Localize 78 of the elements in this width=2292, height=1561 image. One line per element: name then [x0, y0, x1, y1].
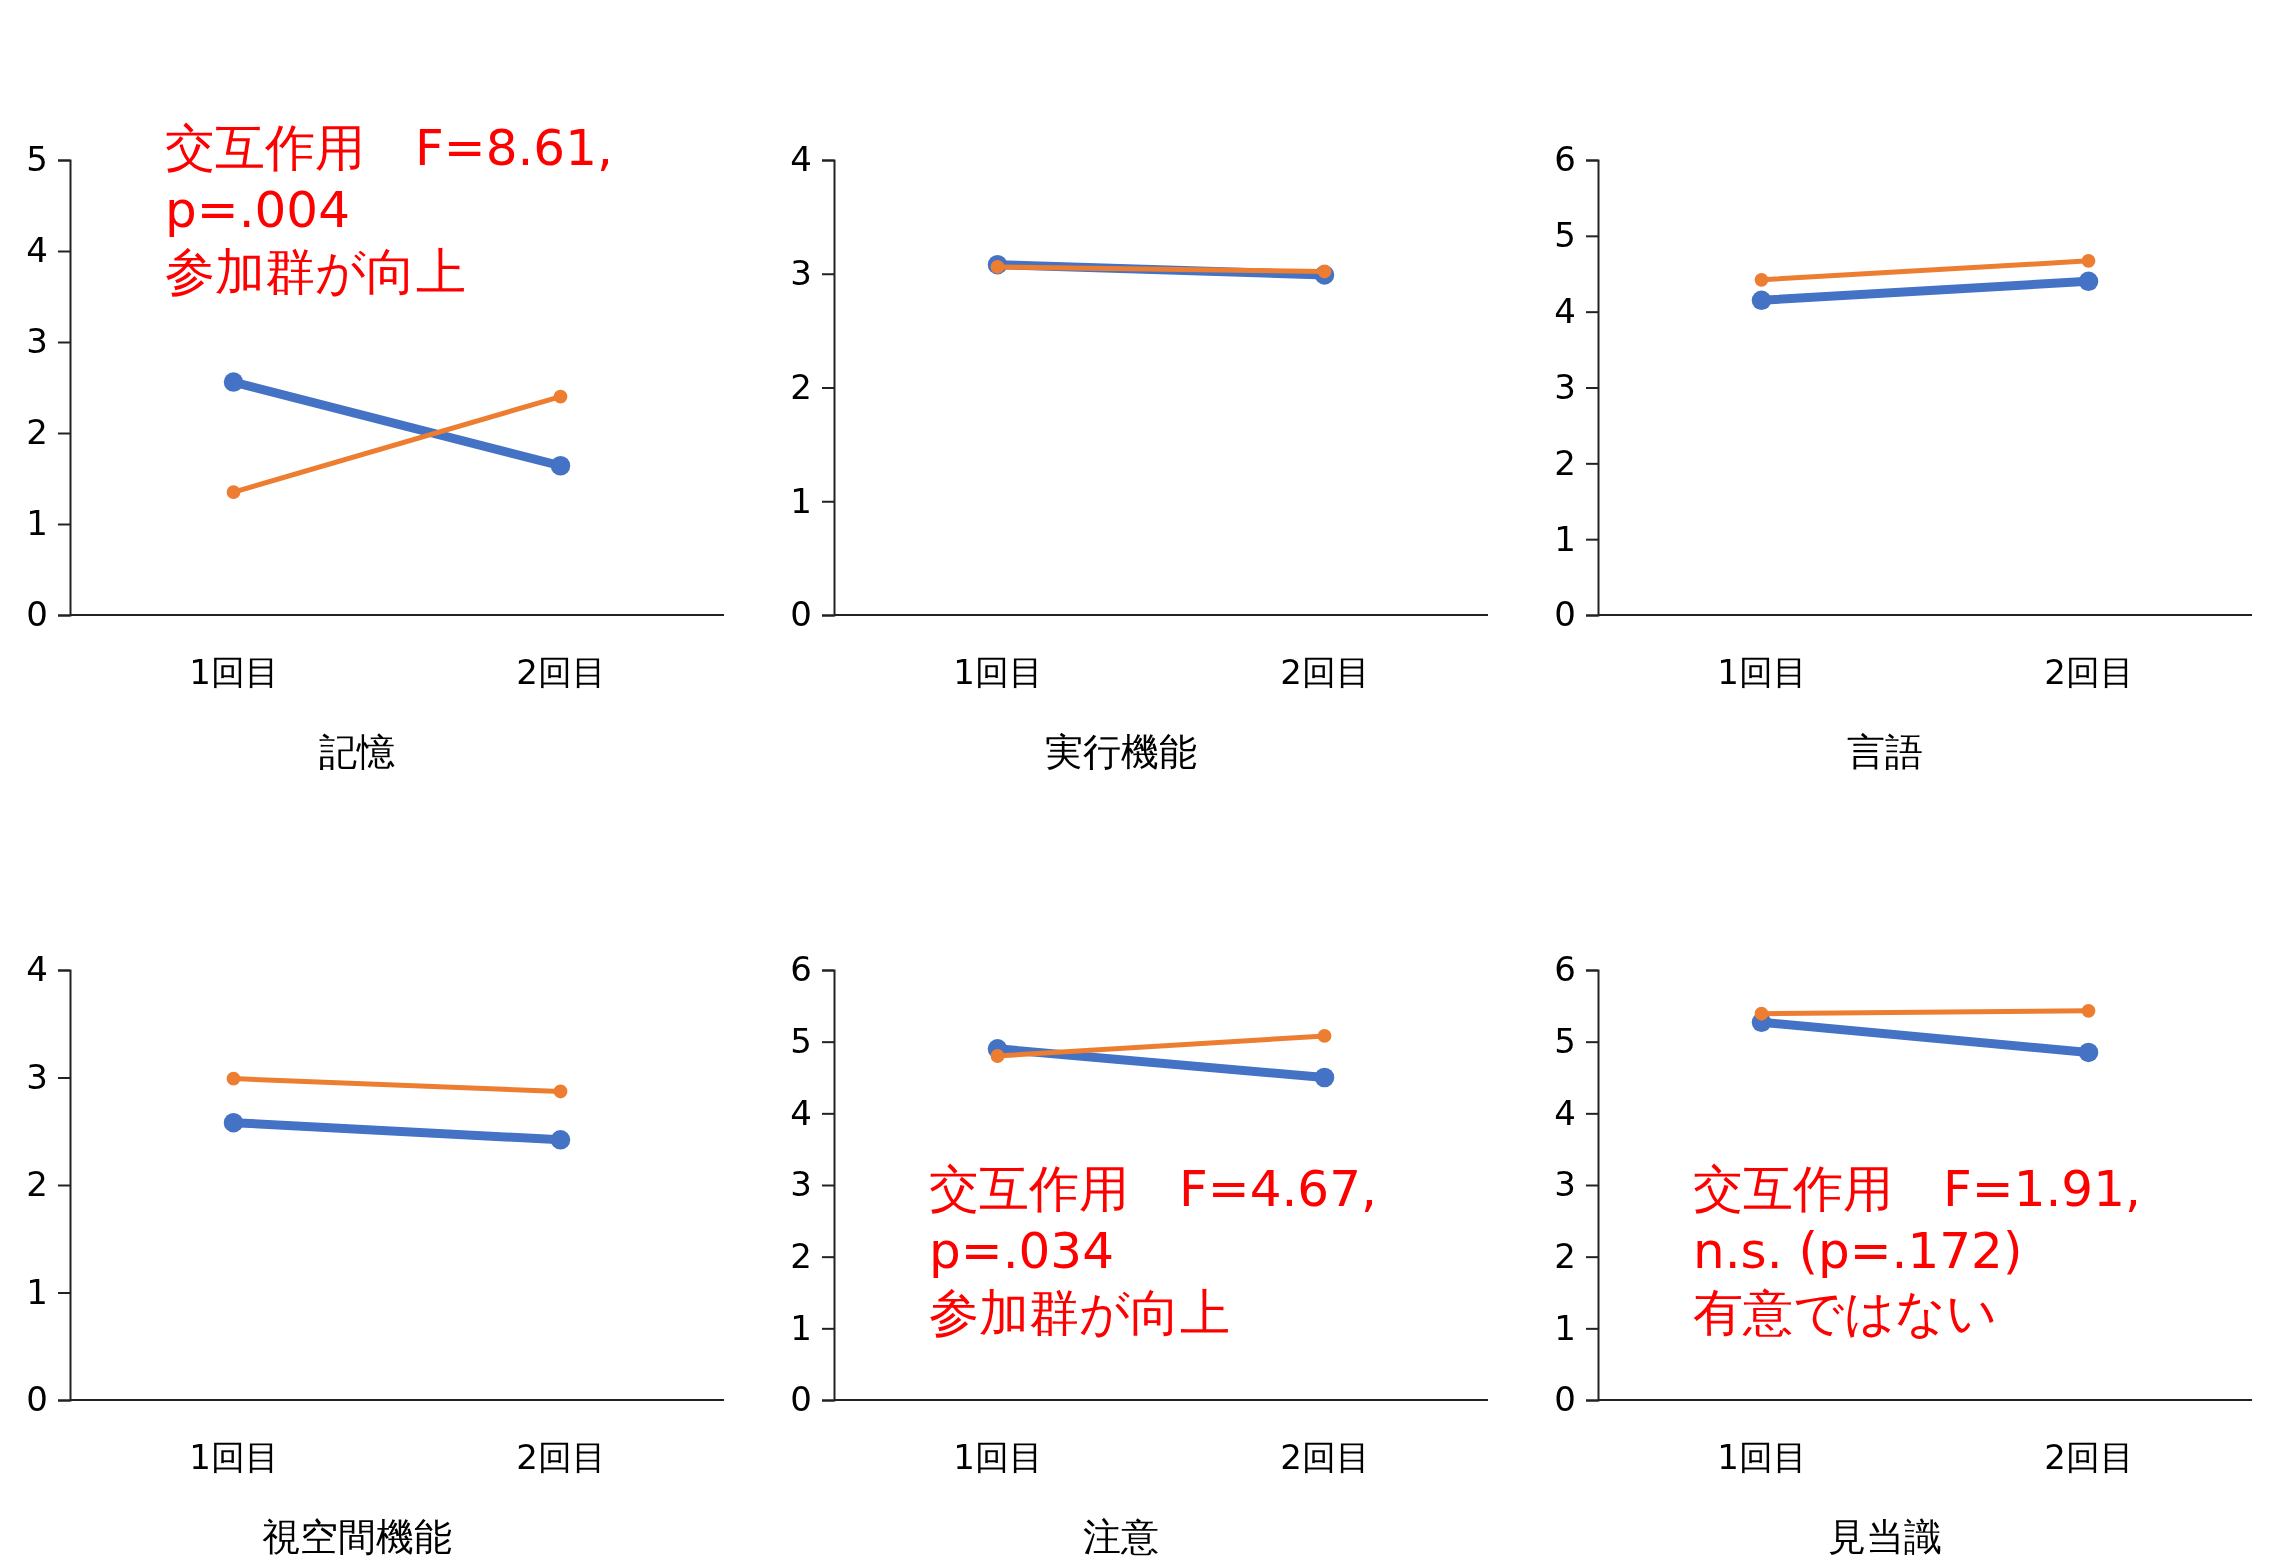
point — [990, 1049, 1005, 1063]
point — [226, 485, 241, 500]
y-tick-label: 0 — [1554, 1379, 1576, 1420]
y-tick-label: 6 — [1554, 139, 1576, 180]
y-tick-label: 2 — [790, 1236, 812, 1277]
point — [550, 456, 571, 476]
x-tick-label: 2回目 — [1280, 652, 1370, 693]
y-tick-label: 2 — [1554, 442, 1576, 483]
annotation: 交互作用 F=8.61, — [165, 119, 613, 177]
x-tick-label: 2回目 — [1280, 1437, 1370, 1478]
x-axis-title: 記憶 — [319, 730, 395, 774]
y-tick-label: 0 — [790, 1379, 812, 1420]
annotation: p=.004 — [165, 181, 350, 239]
point — [2078, 1042, 2099, 1063]
y-tick-label: 3 — [1554, 1164, 1576, 1205]
point — [223, 1112, 244, 1133]
y-tick-label: 5 — [1554, 215, 1576, 256]
y-tick-label: 3 — [1554, 366, 1576, 407]
y-tick-label: 1 — [1554, 518, 1576, 559]
y-tick-label: 0 — [26, 1379, 48, 1420]
x-tick-label: 1回目 — [1717, 652, 1807, 693]
annotation: n.s. (p=.172) — [1693, 1222, 2023, 1280]
y-tick-label: 3 — [790, 1164, 812, 1205]
y-tick-label: 3 — [26, 1056, 48, 1097]
point — [223, 372, 244, 392]
y-tick-label: 5 — [790, 1021, 812, 1062]
y-tick-label: 2 — [1554, 1236, 1576, 1277]
annotation: p=.034 — [929, 1222, 1114, 1280]
x-axis-title: 注意 — [1083, 1515, 1159, 1559]
x-tick-label: 1回目 — [189, 1437, 279, 1478]
x-tick-label: 2回目 — [516, 1437, 606, 1478]
y-tick-label: 4 — [1554, 1092, 1576, 1133]
y-tick-label: 4 — [790, 1092, 812, 1133]
point — [553, 389, 568, 404]
x-tick-label: 2回目 — [516, 652, 606, 693]
point — [2081, 1003, 2096, 1018]
point — [550, 1130, 571, 1150]
annotation: 交互作用 F=4.67, — [929, 1160, 1377, 1218]
annotation: 交互作用 F=1.91, — [1693, 1160, 2141, 1218]
x-tick-label: 1回目 — [1717, 1437, 1807, 1478]
x-tick-label: 2回目 — [2044, 652, 2134, 693]
x-axis-title: 視空間機能 — [262, 1515, 452, 1559]
y-tick-label: 4 — [790, 139, 812, 180]
y-tick-label: 2 — [790, 366, 812, 407]
point — [1317, 1029, 1332, 1043]
y-tick-label: 0 — [1554, 594, 1576, 635]
y-tick-label: 1 — [790, 480, 812, 521]
x-axis-title: 言語 — [1847, 730, 1923, 774]
y-tick-label: 1 — [26, 503, 48, 544]
point — [1314, 1067, 1335, 1088]
x-tick-label: 1回目 — [953, 1437, 1043, 1478]
y-tick-label: 5 — [1554, 1021, 1576, 1062]
point — [553, 1084, 568, 1099]
y-tick-label: 4 — [26, 230, 48, 271]
y-tick-label: 4 — [26, 949, 48, 990]
y-tick-label: 6 — [790, 949, 812, 990]
x-tick-label: 1回目 — [953, 652, 1043, 693]
annotation: 有意ではない — [1693, 1284, 1997, 1342]
point — [1754, 1006, 1769, 1021]
y-tick-label: 1 — [26, 1271, 48, 1312]
y-tick-label: 2 — [26, 412, 48, 453]
annotation: 参加群が向上 — [165, 243, 466, 301]
x-axis-title: 実行機能 — [1045, 730, 1197, 774]
point — [226, 1071, 241, 1086]
y-tick-label: 0 — [790, 594, 812, 635]
x-tick-label: 1回目 — [189, 652, 279, 693]
y-tick-label: 0 — [26, 594, 48, 635]
x-tick-label: 2回目 — [2044, 1437, 2134, 1478]
y-tick-label: 2 — [26, 1164, 48, 1205]
y-tick-label: 1 — [790, 1307, 812, 1348]
y-tick-label: 4 — [1554, 291, 1576, 332]
y-tick-label: 1 — [1554, 1307, 1576, 1348]
y-tick-label: 3 — [790, 253, 812, 294]
y-tick-label: 3 — [26, 321, 48, 362]
y-tick-label: 5 — [26, 139, 48, 180]
y-tick-label: 6 — [1554, 949, 1576, 990]
x-axis-title: 見当識 — [1828, 1515, 1942, 1559]
annotation: 参加群が向上 — [929, 1284, 1230, 1342]
